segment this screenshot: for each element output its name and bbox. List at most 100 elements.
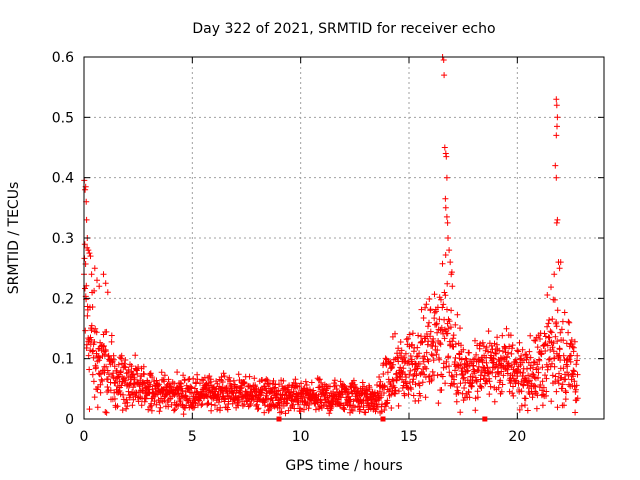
data-point [438,387,445,393]
data-point [444,330,451,337]
data-point [427,306,434,313]
data-point [457,325,463,332]
data-point [363,387,370,394]
data-point [431,309,438,316]
data-point [546,317,553,323]
data-point [407,367,414,374]
data-point [352,384,359,390]
data-point [126,394,133,401]
data-point [492,373,499,380]
data-point [305,405,312,412]
data-point [378,408,385,415]
data-point [140,379,147,386]
data-point [405,335,411,342]
y-tick-label: 0.2 [52,291,74,307]
data-point [493,350,500,357]
data-point [123,370,130,377]
data-point [416,382,423,389]
data-point [94,404,101,411]
data-point [538,350,545,357]
data-point [218,374,225,380]
data-point [360,404,367,411]
data-point [104,384,111,390]
data-point [303,382,310,388]
data-point [525,372,532,379]
data-point [441,72,448,79]
data-point [560,337,567,344]
data-point [206,373,213,380]
data-point [531,337,538,344]
data-point [406,371,413,378]
data-point [157,404,164,411]
data-point [101,369,108,376]
data-point [108,338,115,345]
data-point [151,398,158,405]
data-point [499,332,506,339]
data-point [96,283,103,290]
data-point [510,383,516,390]
data-point [107,387,114,394]
data-point [515,348,522,355]
data-point [174,369,181,376]
data-point [89,371,96,378]
data-point [146,371,153,377]
data-point [413,353,420,360]
data-point [171,380,178,387]
data-point [255,405,262,412]
data-point [471,368,478,375]
data-point [477,340,484,347]
data-point [533,405,540,412]
data-point [179,401,185,408]
data-point [509,390,516,397]
data-point [539,402,546,409]
data-point [156,408,163,415]
data-point [493,361,500,368]
data-point [524,407,531,414]
data-point [573,361,580,368]
data-point [381,383,388,390]
data-point [217,404,224,411]
data-point [419,379,426,386]
data-point [233,384,240,390]
data-point [510,392,517,399]
data-point [392,387,399,394]
data-point [410,376,417,383]
data-point [134,370,141,377]
data-point [485,328,492,335]
data-point [567,358,574,365]
data-point [208,407,215,414]
data-point [425,358,432,365]
data-point [442,380,449,387]
data-point [478,368,485,375]
data-point [269,397,276,404]
data-point [266,381,273,387]
data-point [317,396,324,403]
data-point [552,162,559,169]
data-point [423,301,430,308]
data-point [516,406,523,413]
data-point [148,402,155,409]
data-point [544,323,551,330]
data-point [172,406,178,413]
data-point [553,323,560,330]
data-point [466,349,473,356]
gap-marker [380,416,386,422]
data-point [441,144,448,151]
data-point [465,367,471,374]
data-point [553,132,560,139]
data-point [141,380,148,387]
data-point [122,377,129,384]
data-point [207,376,214,383]
data-point [520,357,527,364]
data-point [489,369,496,376]
data-point [544,292,551,298]
data-point [441,335,448,342]
data-point [544,342,551,349]
data-point [543,388,550,395]
data-point [440,301,447,308]
data-point [541,330,548,337]
data-point [422,394,429,401]
data-point [517,356,523,363]
data-point [421,353,428,360]
data-point [420,315,427,321]
